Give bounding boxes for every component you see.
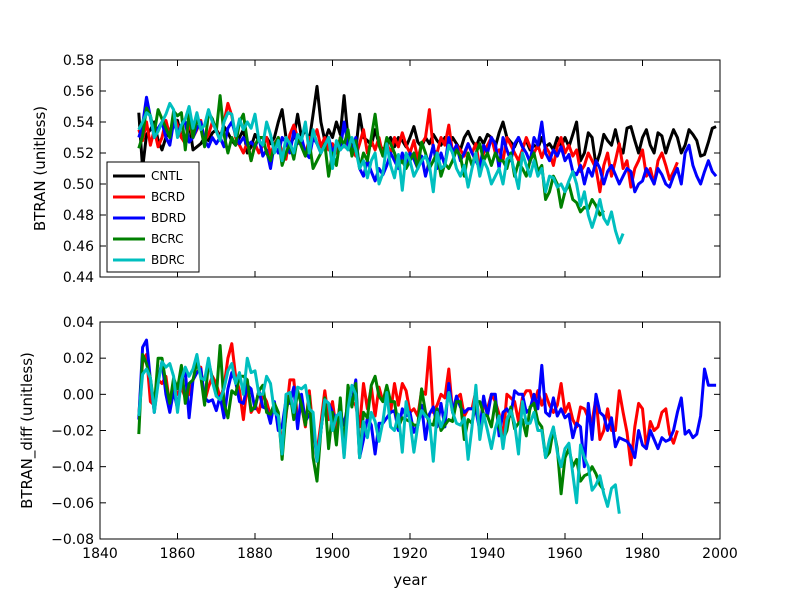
y-tick-label: 0.02 xyxy=(63,351,94,367)
bottom-ticks: 1840 1860 1880 1900 1920 1940 1960 1980 2000 −0.0… xyxy=(51,315,738,562)
x-tick-label: 1880 xyxy=(237,546,273,562)
y-tick-label: 0.48 xyxy=(63,208,94,224)
x-tick-label: 1840 xyxy=(82,546,118,562)
legend-entry-bcrd: BCRD xyxy=(151,190,185,204)
x-tick-label: 1900 xyxy=(315,546,351,562)
x-tick-label: 1920 xyxy=(392,546,428,562)
top-ticks: 0.44 0.46 0.48 0.50 0.52 0.54 0.56 0.58 xyxy=(63,53,721,286)
x-axis-label: year xyxy=(393,571,427,589)
y-tick-label: 0.00 xyxy=(63,387,94,403)
top-y-axis-label: BTRAN (unitless) xyxy=(31,106,49,231)
y-tick-label: 0.44 xyxy=(63,270,94,286)
y-tick-label: 0.54 xyxy=(63,115,94,131)
legend-entry-cntl: CNTL xyxy=(151,169,183,183)
x-tick-label: 1940 xyxy=(470,546,506,562)
series-line-bdrc xyxy=(137,353,621,514)
legend: CNTL BCRD BDRD BCRC BDRC xyxy=(106,161,200,273)
y-tick-label: −0.02 xyxy=(51,424,94,440)
bottom-series-lines xyxy=(137,338,717,514)
x-tick-label: 2000 xyxy=(702,546,738,562)
y-tick-label: 0.58 xyxy=(63,53,94,69)
x-tick-label: 1860 xyxy=(160,546,196,562)
y-tick-label: 0.56 xyxy=(63,84,94,100)
bottom-panel: 1840 1860 1880 1900 1920 1940 1960 1980 2000 −0.0… xyxy=(18,315,738,589)
series-line-bcrd xyxy=(137,101,679,194)
y-tick-label: −0.04 xyxy=(51,460,94,476)
legend-entry-bdrc: BDRC xyxy=(151,253,185,267)
y-tick-label: −0.06 xyxy=(51,496,94,512)
y-tick-label: 0.50 xyxy=(63,177,94,193)
y-tick-label: 0.04 xyxy=(63,315,94,331)
x-tick-label: 1960 xyxy=(547,546,583,562)
x-tick-label: 1980 xyxy=(625,546,661,562)
y-tick-label: 0.46 xyxy=(63,239,94,255)
series-line-bdrc xyxy=(137,101,625,245)
top-panel: 0.44 0.46 0.48 0.50 0.52 0.54 0.56 0.58 BTRAN (… xyxy=(31,53,721,286)
y-tick-label: 0.52 xyxy=(63,146,94,162)
legend-entry-bcrc: BCRC xyxy=(151,232,184,246)
legend-entry-bdrd: BDRD xyxy=(151,211,186,225)
y-tick-label: −0.08 xyxy=(51,532,94,548)
bottom-y-axis-label: BTRAN_diff (unitless) xyxy=(18,352,37,509)
top-series-lines xyxy=(137,84,718,245)
